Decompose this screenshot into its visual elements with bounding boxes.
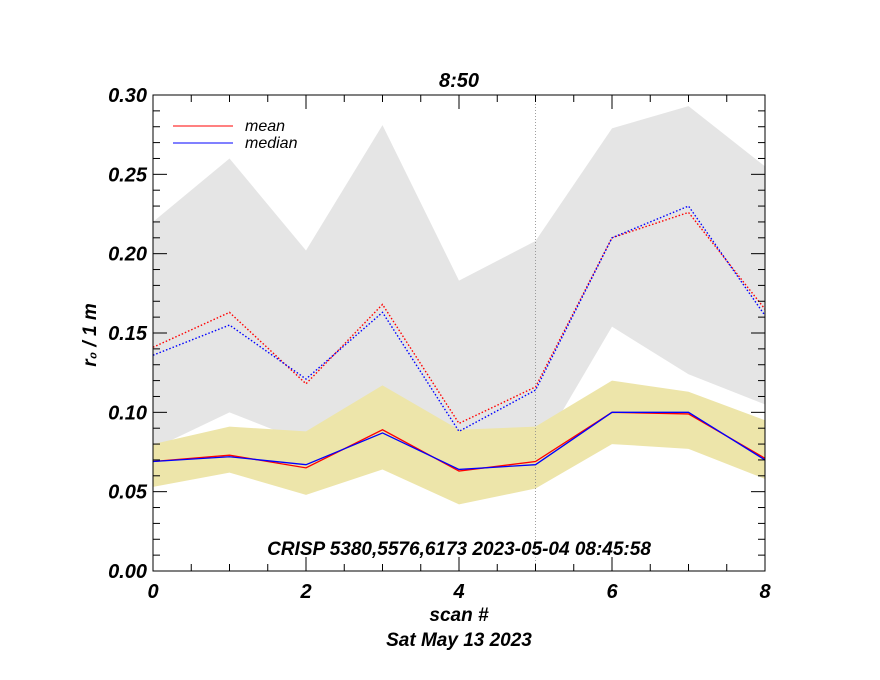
tick-label-layer: 0 2 4 6 8 0.00 0.05 0.10 0.15 0.20 0.25 0.30 <box>108 85 771 603</box>
y-tick-label: 0.25 <box>108 164 148 186</box>
tick-layer <box>152 94 766 572</box>
series-line-1 <box>152 411 766 471</box>
legend-label-median: median <box>245 135 298 152</box>
legend: mean median <box>173 118 298 152</box>
y-tick-label: 0.10 <box>108 402 147 424</box>
date-label: Sat May 13 2023 <box>386 630 532 651</box>
chart-title: 8:50 <box>439 70 479 92</box>
annotation-text: CRISP 5380,5576,6173 2023-05-04 08:45:58 <box>267 539 651 560</box>
x-tick-label: 8 <box>759 581 771 603</box>
x-tick-label: 4 <box>452 581 464 603</box>
series-line-3 <box>152 205 766 433</box>
x-axis-label: scan # <box>429 605 489 626</box>
y-tick-label: 0.15 <box>108 323 148 345</box>
y-tick-label: 0.00 <box>108 561 147 583</box>
x-tick-label: 0 <box>147 581 158 603</box>
band-layer <box>153 106 765 505</box>
line-layer <box>152 205 766 472</box>
y-tick-label: 0.30 <box>108 85 147 107</box>
band-1 <box>153 380 765 505</box>
series-line-2 <box>152 211 766 425</box>
x-tick-label: 6 <box>606 581 618 603</box>
y-tick-label: 0.20 <box>108 244 147 266</box>
y-axis-label: r₀ / 1 m <box>80 303 101 367</box>
legend-label-mean: mean <box>245 118 285 135</box>
x-tick-label: 2 <box>299 581 311 603</box>
y-tick-label: 0.05 <box>108 482 148 504</box>
band-0 <box>153 106 765 460</box>
